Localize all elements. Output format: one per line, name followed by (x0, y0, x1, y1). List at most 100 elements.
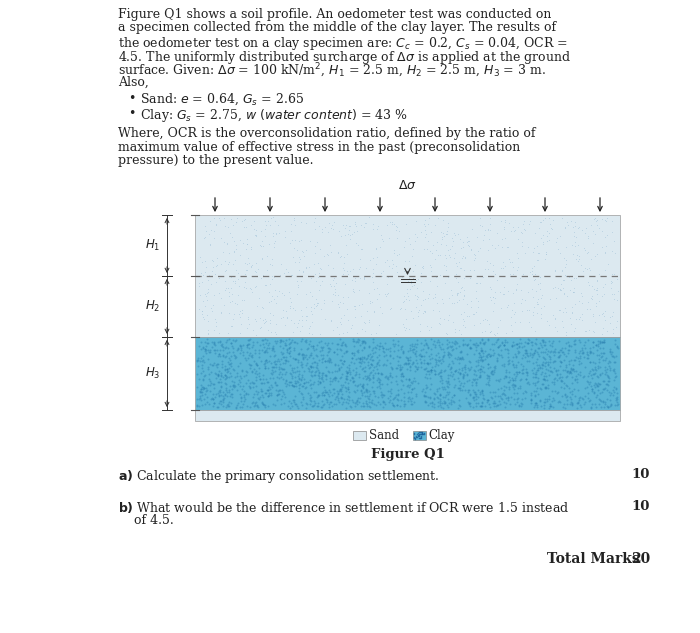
Point (341, 362, 352, 372)
Point (537, 360, 548, 370)
Point (408, 356, 419, 367)
Point (590, 301, 601, 311)
Point (499, 403, 510, 413)
Point (602, 375, 613, 385)
Point (262, 385, 273, 395)
Point (556, 213, 568, 223)
Point (496, 394, 507, 404)
Point (309, 396, 320, 406)
Point (265, 308, 276, 318)
Point (519, 216, 530, 227)
Point (435, 391, 446, 401)
Point (356, 353, 368, 363)
Point (480, 337, 491, 348)
Point (581, 248, 592, 258)
Point (521, 346, 532, 356)
Point (337, 263, 348, 273)
Point (547, 338, 558, 348)
Point (234, 249, 246, 260)
Point (416, 427, 427, 437)
Point (363, 351, 374, 361)
Point (414, 429, 425, 439)
Point (501, 329, 512, 339)
Point (477, 389, 488, 399)
Point (368, 306, 379, 316)
Point (528, 310, 539, 320)
Point (293, 236, 304, 246)
Point (288, 381, 300, 391)
Point (262, 251, 273, 261)
Point (456, 353, 468, 363)
Point (380, 371, 391, 381)
Point (474, 371, 485, 381)
Point (301, 399, 312, 410)
Point (395, 344, 407, 354)
Point (362, 387, 373, 397)
Point (555, 382, 566, 392)
Point (257, 399, 268, 410)
Point (547, 393, 558, 403)
Point (337, 328, 349, 338)
Point (228, 382, 239, 392)
Point (510, 351, 522, 361)
Point (327, 325, 338, 335)
Point (256, 346, 267, 356)
Point (337, 358, 348, 368)
Point (239, 392, 250, 402)
Point (500, 372, 511, 382)
Point (530, 337, 541, 348)
Point (299, 251, 310, 261)
Point (400, 294, 412, 304)
Point (202, 284, 214, 294)
Point (414, 433, 426, 443)
Point (253, 345, 265, 355)
Point (373, 320, 384, 330)
Point (316, 373, 327, 383)
Point (202, 392, 213, 402)
Point (326, 401, 337, 411)
Point (428, 387, 440, 398)
Point (220, 256, 231, 266)
Text: of 4.5.: of 4.5. (134, 514, 174, 527)
Point (316, 227, 328, 237)
Point (366, 345, 377, 355)
Point (309, 377, 320, 387)
Point (423, 219, 434, 229)
Point (522, 338, 533, 348)
Point (288, 213, 300, 223)
Point (414, 429, 426, 439)
Point (323, 218, 335, 228)
Point (214, 273, 225, 283)
Point (550, 344, 561, 354)
Point (262, 340, 273, 350)
Point (270, 366, 281, 376)
Point (583, 368, 594, 378)
Point (561, 327, 572, 337)
Point (522, 334, 533, 344)
Point (337, 392, 348, 403)
Point (412, 307, 423, 317)
Point (244, 342, 255, 353)
Point (381, 351, 392, 361)
Point (323, 391, 335, 401)
Point (398, 319, 409, 329)
Point (528, 402, 540, 412)
Point (601, 353, 612, 363)
Point (202, 329, 214, 339)
Point (537, 363, 548, 373)
Point (512, 279, 523, 289)
Point (565, 275, 576, 285)
Point (475, 318, 486, 329)
Point (328, 373, 339, 383)
Point (331, 344, 342, 354)
Point (292, 377, 303, 387)
Point (585, 403, 596, 413)
Point (509, 381, 520, 391)
Point (244, 360, 256, 370)
Point (598, 335, 609, 345)
Point (398, 346, 409, 356)
Point (536, 367, 547, 377)
Point (364, 317, 375, 327)
Point (485, 387, 496, 397)
Point (232, 274, 244, 284)
